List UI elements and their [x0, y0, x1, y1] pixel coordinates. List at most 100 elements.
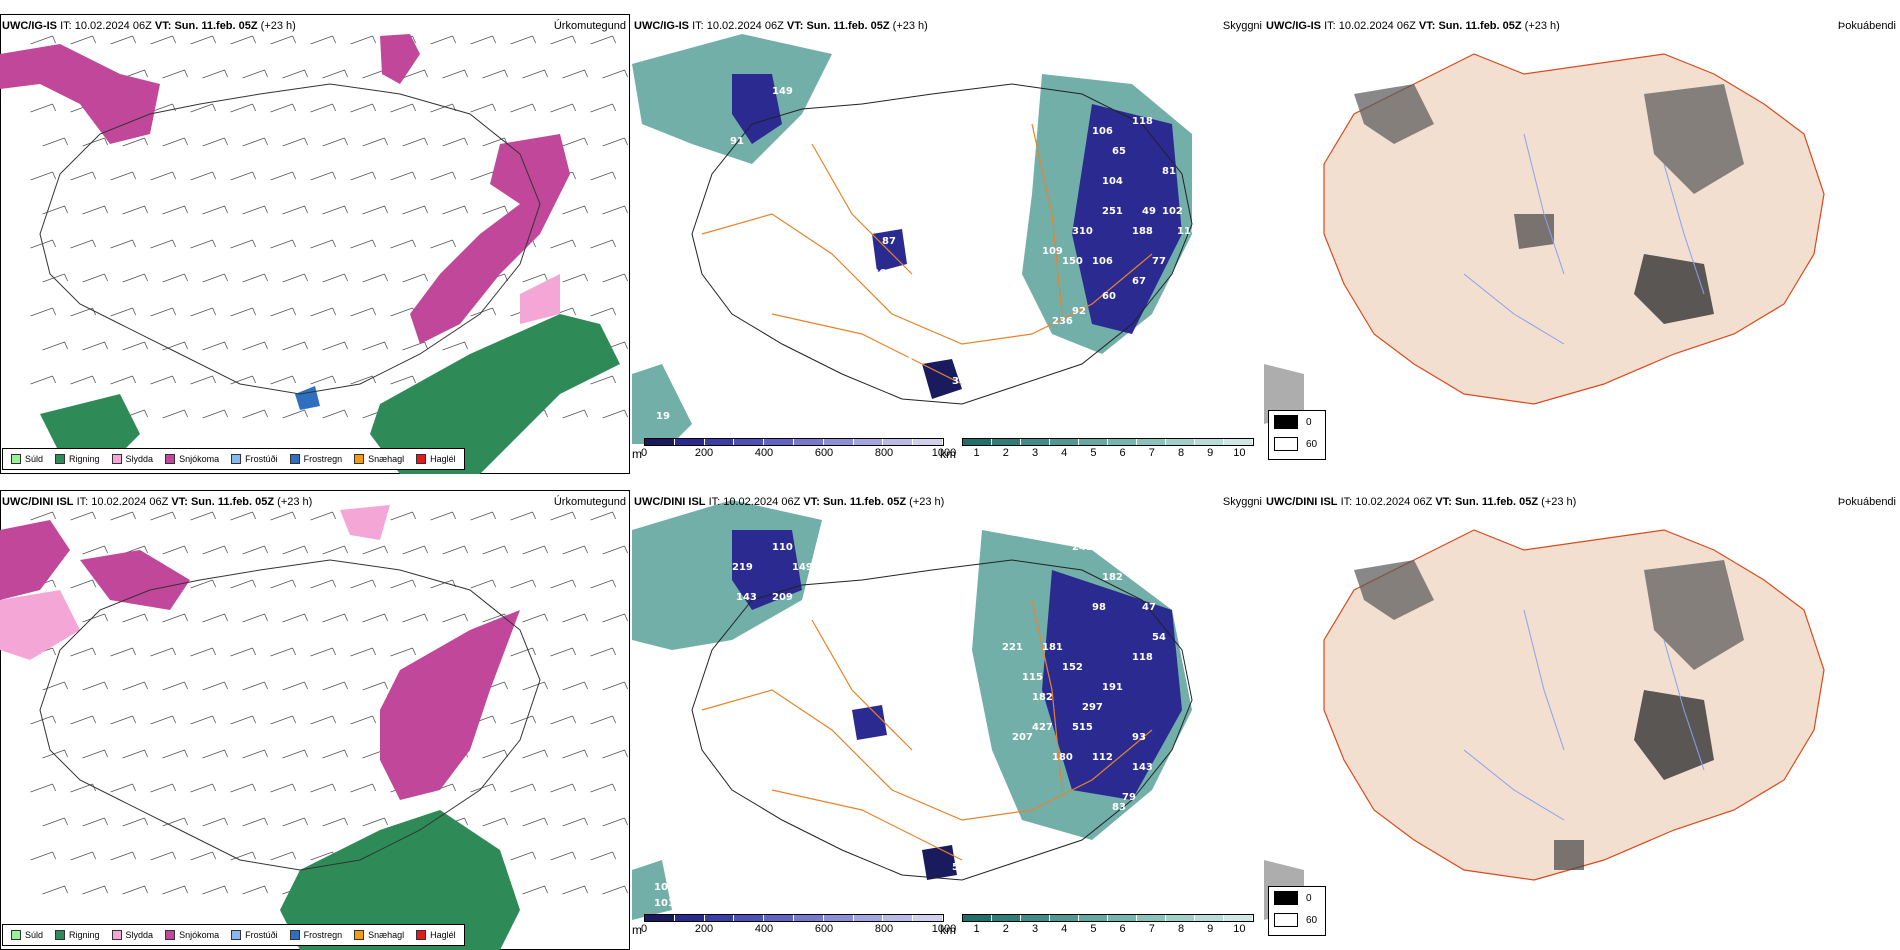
wind-barb [482, 749, 508, 759]
wind-barb [522, 681, 548, 691]
fog-legend-swatch [1274, 415, 1298, 429]
fog-dark-sw-corner [1264, 364, 1304, 424]
wind-barb [202, 409, 228, 419]
legend-swatch [289, 454, 300, 464]
wind-barb [230, 851, 256, 861]
wind-barb [602, 613, 628, 623]
wind-barb [430, 579, 456, 589]
panel-header: UWC/IG-IS IT: 10.02.2024 06Z VT: Sun. 11… [2, 20, 296, 32]
wind-barb [402, 273, 428, 283]
wind-barb [202, 681, 228, 691]
ceiling-value-label: 86 [872, 268, 886, 279]
colorbar-tick-label: 10 [1233, 447, 1246, 459]
wind-barb [362, 205, 388, 215]
visibility-unit: km [940, 923, 956, 937]
wind-barb [162, 137, 188, 147]
colorbar-tick-label: 800 [874, 923, 894, 935]
wind-barb [522, 69, 548, 79]
colorbar-tick-label: 8 [1177, 923, 1185, 935]
colorbar-tick-label: 800 [874, 447, 894, 459]
vis-area-sw [632, 860, 672, 920]
ceiling-value-label: 112 [1092, 752, 1113, 763]
colorbar-tick-label: 5 [1090, 447, 1097, 459]
wind-barb [42, 885, 68, 895]
colorbar-segment [1224, 439, 1253, 445]
wind-barb [590, 307, 616, 317]
wind-barb [270, 511, 296, 521]
colorbar-segment [992, 915, 1021, 921]
wind-barb [30, 511, 56, 521]
ceiling-unit: m [632, 923, 642, 937]
colorbar-segment [1050, 915, 1079, 921]
wind-barb [322, 137, 348, 147]
wind-barb [550, 579, 576, 589]
wind-barb [350, 307, 376, 317]
wind-barb [482, 545, 508, 555]
sleet-area-n [340, 505, 390, 540]
wind-barb [282, 69, 308, 79]
wind-barb [230, 35, 256, 45]
wind-barb [270, 647, 296, 657]
panel-title: Skyggni [1222, 20, 1262, 32]
wind-barb [82, 613, 108, 623]
wind-barb [350, 171, 376, 181]
wind-barb [150, 851, 176, 861]
cloud-map: 110 149 219 143 209 140 116 132 51 242 182 98 47 54 22… [632, 500, 1193, 920]
wind-barb [242, 749, 268, 759]
wind-barb [42, 205, 68, 215]
wind-barb [550, 511, 576, 521]
wind-barb [590, 239, 616, 249]
fog-legend: 0 60 [1268, 410, 1326, 460]
panel-header: UWC/DINI ISL IT: 10.02.2024 06Z VT: Sun.… [1266, 496, 1577, 508]
colorbar-segment [853, 915, 884, 921]
colorbar-segment [883, 439, 914, 445]
wind-barb [310, 35, 336, 45]
wind-barb [82, 545, 108, 555]
wind-barb [402, 137, 428, 147]
legend-item: Haglél [416, 454, 456, 464]
colorbar-ticks: 1 2 3 4 5 6 7 8 9 10 [962, 923, 1254, 937]
wind-barb [442, 613, 468, 623]
wind-barb [110, 783, 136, 793]
wind-barb [430, 171, 456, 181]
wind-barb [310, 239, 336, 249]
wind-barb [30, 103, 56, 113]
legend-swatch [11, 454, 21, 464]
wind-barb [82, 137, 108, 147]
wind-barb [270, 783, 296, 793]
snow-area-center [380, 610, 520, 800]
map-frame [0, 14, 630, 474]
wind-barb [350, 579, 376, 589]
wind-barb [282, 273, 308, 283]
ceiling-value-label: 150 [1062, 256, 1083, 267]
wind-barb [322, 409, 348, 419]
wind-barb [402, 545, 428, 555]
ceiling-value-label: 48 [1172, 276, 1186, 287]
wind-barb [162, 817, 188, 827]
ceiling-value-label: 242 [1072, 542, 1093, 553]
wind-barb [390, 239, 416, 249]
colorbar-ticks: 1 2 3 4 5 6 7 8 9 10 [962, 447, 1254, 461]
wind-barb [562, 409, 588, 419]
wind-barb [242, 545, 268, 555]
wind-barb [590, 511, 616, 521]
wind-barb [510, 851, 536, 861]
colorbar-segment [734, 915, 765, 921]
wind-barb [30, 35, 56, 45]
wind-barb [242, 681, 268, 691]
wind-barb [310, 307, 336, 317]
colorbar-tick-label: 1 [973, 447, 980, 459]
legend-label: Haglél [430, 930, 456, 940]
wind-barb [470, 35, 496, 45]
wind-barb [162, 205, 188, 215]
ceiling-value-label: 182 [1032, 692, 1053, 703]
wind-barb [282, 545, 308, 555]
colorbar-segment [764, 915, 794, 921]
snow-area-nw [0, 44, 160, 144]
colorbar-tick-label: 1000 [931, 923, 957, 935]
wind-barb [310, 103, 336, 113]
colorbar-tick-label: 600 [814, 447, 834, 459]
wind-barb [42, 681, 68, 691]
legend-swatch [416, 454, 427, 464]
visibility-colorbar: 1 2 3 4 5 6 7 8 9 10 [962, 438, 1254, 464]
